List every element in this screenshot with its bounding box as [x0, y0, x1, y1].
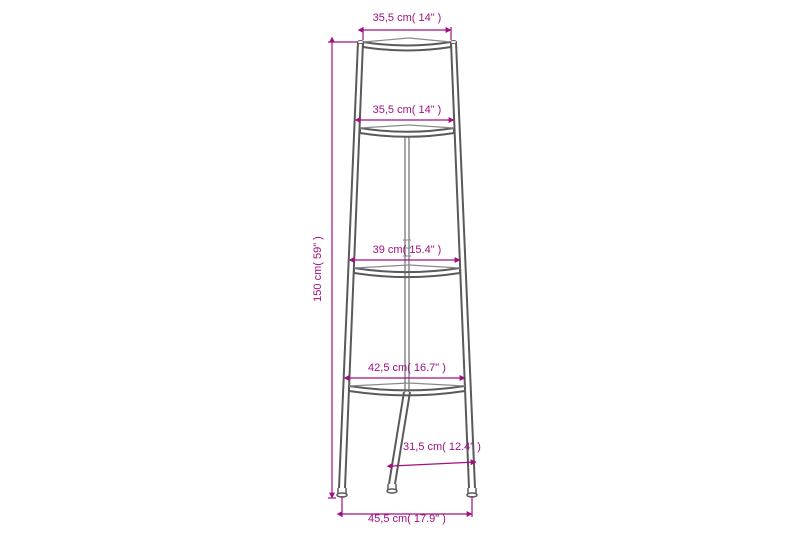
dim-label-d1: 35,5 cm( 14" ) — [357, 104, 457, 116]
dim-label-d_depth: 31,5 cm( 12.4" ) — [392, 441, 492, 453]
dim-label-d3: 42,5 cm( 16.7" ) — [357, 362, 457, 374]
dim-label-d2: 39 cm( 15.4" ) — [357, 244, 457, 256]
dim-label-d_bottom: 45,5 cm( 17.9" ) — [357, 513, 457, 525]
dim-label-d_height: 150 cm( 59" ) — [312, 219, 324, 319]
diagram-canvas — [0, 0, 800, 533]
dim-label-d0: 35,5 cm( 14" ) — [357, 12, 457, 24]
